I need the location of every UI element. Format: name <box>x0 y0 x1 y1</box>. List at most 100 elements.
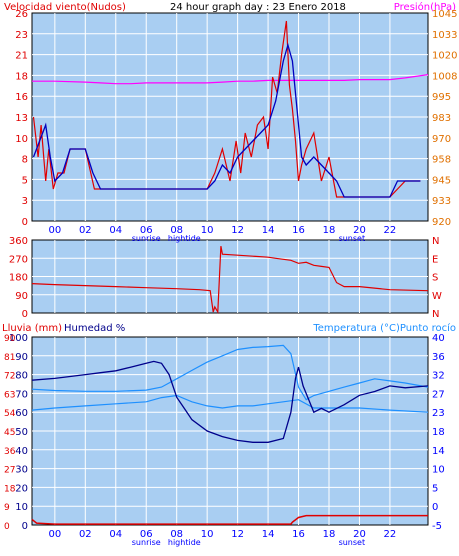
rain-tick-label: 36 <box>4 447 16 457</box>
sunset-label: sunset <box>339 234 366 243</box>
x-tick-label: 02 <box>79 529 92 540</box>
y2-tick-label: 10 <box>432 465 445 476</box>
y-tick-label: 90 <box>15 291 28 302</box>
y-tick-label: 90 <box>15 352 28 363</box>
direction-series-line <box>31 245 429 315</box>
x-tick-label: 12 <box>231 529 244 540</box>
x-tick-label: 18 <box>323 529 336 540</box>
y-tick-label: 180 <box>9 273 28 284</box>
y2-tick-label: 1033 <box>432 30 457 41</box>
y-tick-label: 10 <box>15 134 28 145</box>
y2-tick-label: N <box>432 309 439 320</box>
y2-tick-label: 970 <box>432 134 451 145</box>
rain-tick-label: 63 <box>4 390 15 400</box>
y2-tick-label: 933 <box>432 196 451 207</box>
humidity-series-line <box>31 360 429 443</box>
x-tick-label: 00 <box>48 225 61 236</box>
rain-series-line <box>31 514 428 525</box>
y-tick-label: 10 <box>15 502 28 513</box>
pressure-label: Presión(hPa) <box>394 1 456 13</box>
y2-tick-label: 1045 <box>432 9 457 20</box>
gust-series-line <box>32 42 421 198</box>
y2-tick-label: 40 <box>432 333 445 344</box>
rain-tick-label: 9 <box>4 503 10 513</box>
y-tick-label: 0 <box>22 521 28 532</box>
y2-tick-label: E <box>432 254 438 265</box>
x-tick-label: 06 <box>140 529 153 540</box>
rain-tick-label: 18 <box>4 484 16 494</box>
y-tick-label: 21 <box>15 51 28 62</box>
rain-tick-label: 90 <box>4 334 16 344</box>
y-tick-label: 3 <box>22 196 28 207</box>
x-tick-label: 08 <box>170 529 183 540</box>
y2-tick-label: 0 <box>432 502 438 513</box>
y-tick-label: 5 <box>22 175 28 186</box>
x-tick-label: 22 <box>384 225 397 236</box>
rain-tick-label: 54 <box>4 409 16 419</box>
y2-tick-label: 1020 <box>432 51 457 62</box>
y2-tick-label: 945 <box>432 175 451 186</box>
rain-label: Lluvia (mm) <box>2 323 62 334</box>
pressure-series-line <box>32 74 429 85</box>
y2-tick-label: 995 <box>432 92 451 103</box>
x-tick-label: 16 <box>292 529 305 540</box>
y-tick-label: 360 <box>9 236 28 247</box>
x-tick-label: 04 <box>109 529 122 540</box>
y2-tick-label: 27 <box>432 389 445 400</box>
y-tick-label: 13 <box>15 113 28 124</box>
y-tick-label: 100 <box>9 333 28 344</box>
chart-title: 24 hour graph day : 23 Enero 2018 <box>170 2 346 13</box>
y-tick-label: 270 <box>9 254 28 265</box>
hightide-label: hightide <box>168 538 201 547</box>
x-tick-label: 10 <box>201 225 214 236</box>
x-tick-label: 08 <box>170 225 183 236</box>
x-tick-label: 02 <box>79 225 92 236</box>
x-tick-label: 06 <box>140 225 153 236</box>
y-tick-label: 26 <box>15 9 28 20</box>
rain-tick-label: 72 <box>4 372 15 382</box>
x-tick-label: 22 <box>384 529 397 540</box>
sunset-label: sunset <box>339 538 366 547</box>
x-tick-label: 04 <box>109 225 122 236</box>
y2-tick-label: W <box>432 291 442 302</box>
y-tick-label: 80 <box>15 371 28 382</box>
y2-tick-label: -5 <box>432 521 442 532</box>
y-tick-label: 0 <box>22 217 28 228</box>
y-tick-label: 16 <box>15 92 28 103</box>
y2-tick-label: 23 <box>432 408 445 419</box>
temperature-label: Temperatura (°C)Punto rocío <box>312 322 456 334</box>
rain-tick-label: 0 <box>4 522 10 532</box>
y-tick-label: 40 <box>15 446 28 457</box>
y-tick-label: 0 <box>22 309 28 320</box>
humidity-label: Humedad % <box>64 323 125 334</box>
y2-tick-label: 14 <box>432 446 445 457</box>
rain-tick-label: 27 <box>4 466 15 476</box>
y-tick-label: 8 <box>22 155 28 166</box>
sunrise-label: sunrise <box>132 234 161 243</box>
sunrise-label: sunrise <box>132 538 161 547</box>
x-tick-label: 18 <box>323 225 336 236</box>
x-tick-label: 14 <box>262 529 275 540</box>
temperature-series-line <box>31 344 429 401</box>
x-tick-label: 14 <box>262 225 275 236</box>
dewpoint-series-line <box>31 394 429 413</box>
y2-tick-label: 18 <box>432 427 445 438</box>
y2-tick-label: 958 <box>432 155 451 166</box>
y2-tick-label: 32 <box>432 371 445 382</box>
y-tick-label: 23 <box>15 30 28 41</box>
y2-tick-label: 5 <box>432 483 438 494</box>
y2-tick-label: 983 <box>432 113 451 124</box>
x-tick-label: 10 <box>201 529 214 540</box>
hightide-label: hightide <box>168 234 201 243</box>
y-tick-label: 70 <box>15 389 28 400</box>
y-tick-label: 30 <box>15 465 28 476</box>
y-tick-label: 60 <box>15 408 28 419</box>
x-tick-label: 20 <box>353 225 366 236</box>
y2-tick-label: S <box>432 273 438 284</box>
y-tick-label: 18 <box>15 71 28 82</box>
y-tick-label: 50 <box>15 427 28 438</box>
y2-tick-label: 1008 <box>432 71 457 82</box>
x-tick-label: 12 <box>231 225 244 236</box>
wind-label: Velocidad viento(Nudos) <box>4 2 126 13</box>
